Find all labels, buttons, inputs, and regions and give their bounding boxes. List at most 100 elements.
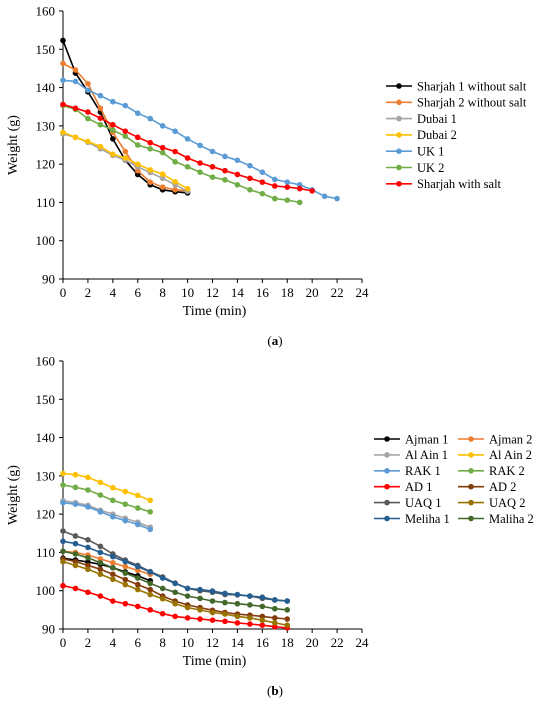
x-tick-label: 2 <box>85 635 92 650</box>
data-point <box>134 492 141 499</box>
legend-swatch-marker <box>384 436 390 442</box>
data-point <box>197 160 203 166</box>
data-point <box>184 585 191 592</box>
legend-swatch-marker <box>468 436 474 442</box>
data-point <box>72 533 79 539</box>
data-point <box>85 544 91 551</box>
y-tick-label: 140 <box>36 430 56 445</box>
data-point <box>85 566 91 573</box>
legend-label: Meliha 1 <box>405 512 450 526</box>
y-axis-title: Weight (g) <box>6 465 21 525</box>
data-point <box>271 183 278 189</box>
x-tick-label: 22 <box>331 285 344 300</box>
series-sharjah-with-salt <box>60 101 315 194</box>
data-point <box>172 128 178 135</box>
data-point <box>259 613 266 620</box>
legend-swatch-marker <box>384 483 390 490</box>
data-point <box>247 186 253 193</box>
data-point <box>159 610 166 617</box>
data-point <box>209 174 216 180</box>
data-point <box>72 585 79 592</box>
legend-label: Sharjah with salt <box>417 177 502 191</box>
data-point <box>134 603 141 610</box>
data-point <box>197 616 203 622</box>
data-point <box>334 195 340 202</box>
legend-swatch-marker <box>468 452 474 458</box>
data-point <box>247 175 253 182</box>
x-tick-label: 2 <box>85 285 92 300</box>
data-point <box>259 603 266 610</box>
legend-entry: UAQ 1 <box>374 496 441 510</box>
data-point <box>234 171 241 178</box>
data-point <box>197 586 203 593</box>
data-point <box>122 563 129 570</box>
y-tick-label: 90 <box>42 622 55 637</box>
data-point <box>85 115 91 122</box>
series-rak-2 <box>60 482 154 515</box>
data-point <box>122 155 129 161</box>
data-point <box>122 576 129 583</box>
data-point <box>110 484 116 491</box>
data-point <box>147 569 154 575</box>
data-point <box>110 151 116 157</box>
data-point <box>110 514 116 520</box>
x-tick-label: 10 <box>181 285 194 300</box>
series-uk-2 <box>60 102 303 206</box>
data-point <box>85 87 91 94</box>
data-point <box>60 129 66 136</box>
data-point <box>172 178 178 185</box>
legend-swatch-marker <box>396 83 402 89</box>
data-point <box>172 580 178 587</box>
panel-caption: (a) <box>267 333 282 348</box>
data-point <box>60 60 66 67</box>
data-point <box>110 571 116 578</box>
legend-swatch-marker <box>396 164 402 171</box>
legend-swatch-marker <box>396 181 402 187</box>
legend-label: Ajman 2 <box>489 432 532 446</box>
x-tick-label: 8 <box>159 635 166 650</box>
data-point <box>222 590 228 597</box>
data-point <box>122 148 129 155</box>
data-point <box>172 186 178 193</box>
x-tick-label: 4 <box>110 285 117 300</box>
data-point <box>209 148 216 155</box>
legend-entry: Al Ain 1 <box>374 448 448 462</box>
x-tick-label: 18 <box>281 635 294 650</box>
data-point <box>122 600 129 607</box>
x-tick-label: 12 <box>206 285 219 300</box>
series-line <box>62 558 288 620</box>
legend-swatch-marker <box>468 483 474 490</box>
data-point <box>209 617 216 623</box>
data-point <box>60 528 66 534</box>
data-point <box>110 553 116 560</box>
data-point <box>147 167 154 173</box>
data-point <box>97 566 104 573</box>
data-point <box>60 548 66 555</box>
legend-entry: UK 1 <box>386 145 444 159</box>
legend-entry: Dubai 1 <box>386 112 457 126</box>
legend-label: Sharjah 2 without salt <box>417 96 527 110</box>
data-point <box>284 607 291 613</box>
data-point <box>159 144 166 151</box>
data-point <box>110 576 116 583</box>
data-point <box>159 575 166 581</box>
data-point <box>122 102 129 109</box>
data-point <box>197 169 203 175</box>
data-point <box>134 567 141 574</box>
data-point <box>134 521 141 528</box>
legend-swatch-marker <box>468 499 474 506</box>
x-tick-label: 16 <box>256 635 270 650</box>
legend-swatch-marker <box>396 148 402 154</box>
series-uk-1 <box>60 77 340 202</box>
data-point <box>247 615 253 621</box>
data-point <box>85 138 91 145</box>
x-tick-label: 14 <box>231 285 245 300</box>
data-point <box>72 67 79 73</box>
legend-entry: Al Ain 2 <box>458 448 532 462</box>
data-point <box>159 171 166 177</box>
x-tick-label: 8 <box>159 285 166 300</box>
data-point <box>234 613 241 620</box>
data-point <box>110 559 116 566</box>
data-point <box>134 563 141 570</box>
